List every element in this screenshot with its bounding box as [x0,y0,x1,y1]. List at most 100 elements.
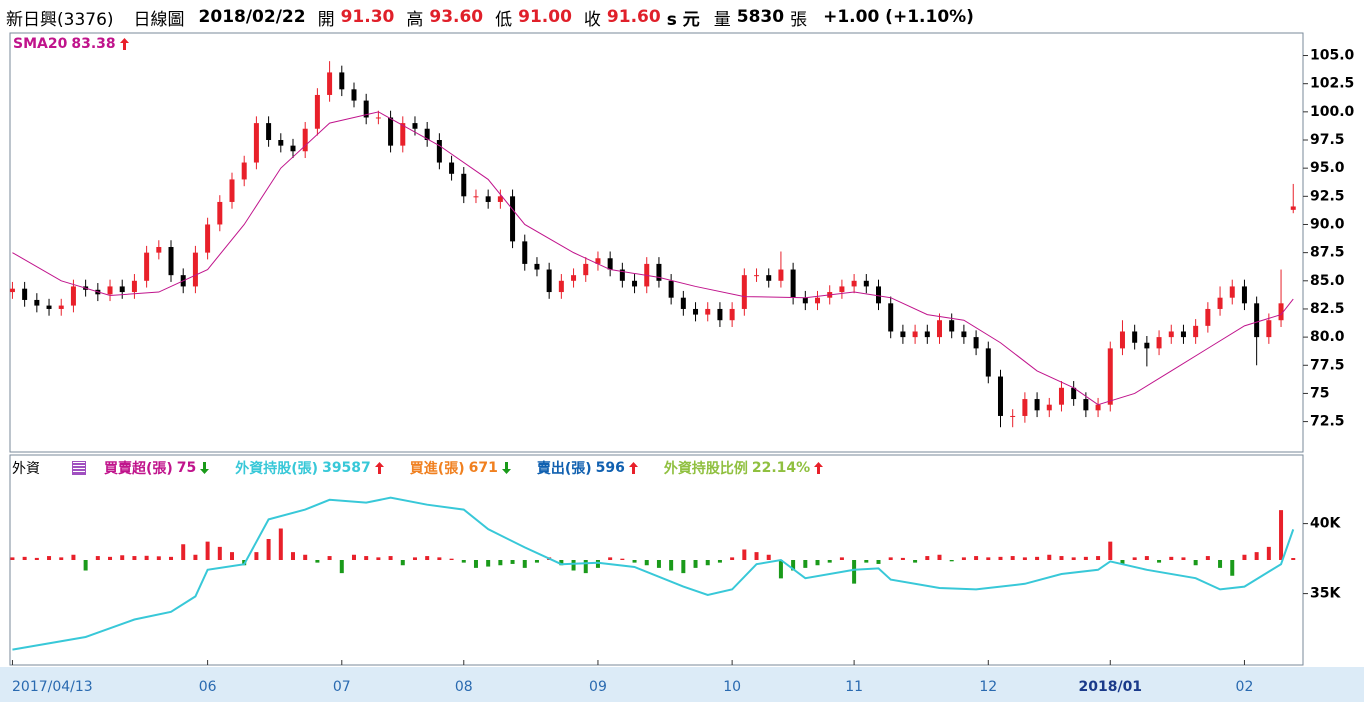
net-bar [1083,556,1088,560]
net-bar [1193,560,1198,566]
candle-body [754,275,760,277]
y-tick-label: 92.5 [1310,188,1345,204]
candle-body [802,297,808,304]
candle-body [510,196,516,242]
x-tick-label: 12 [979,679,997,695]
candle-body [619,269,625,281]
candle-body [22,288,28,300]
candle-body [888,303,894,332]
y-tick-label: 75 [1310,385,1329,401]
net-bar [656,560,661,568]
candle-body [680,297,686,309]
net-bar [266,539,271,560]
net-bar [193,554,198,560]
candle-body [973,337,979,349]
candle-body [485,196,491,202]
net-bar [986,557,991,560]
net-bar [827,560,832,563]
net-bar [144,555,149,560]
candle-body [924,331,930,338]
net-bar [1218,560,1223,568]
net-bar [1169,556,1174,560]
net-bar [1181,557,1186,560]
net-bar [815,560,820,566]
candle-body [363,100,369,118]
net-bar [303,554,308,560]
candle-body [1095,404,1101,411]
candle-body [1107,348,1113,405]
net-bar [486,560,491,567]
candle-body [961,331,967,338]
net-bar [559,560,564,566]
q-value: 91.60 [606,7,661,27]
candle-body [583,263,589,276]
legend-text: 596 [595,460,625,476]
candle-body [314,94,320,129]
candle-body [790,269,796,298]
legend-item: 外資持股比例 22.14% [664,458,824,478]
candle-body [1241,286,1247,304]
candle-body [339,72,345,90]
net-bar [949,560,954,562]
net-bar [498,560,503,566]
net-bar [730,557,735,560]
net-bar [412,557,417,560]
net-bar [1266,546,1271,560]
net-bar [900,557,905,560]
candle-body [607,258,613,270]
net-bar [1291,558,1296,560]
sma-line [12,111,1294,406]
price-panel [9,32,1304,453]
net-bar [339,560,344,574]
candle-body [985,348,991,377]
arrow-shape [374,462,384,474]
legend-text: 買進(張) [409,461,465,477]
candle-body [144,252,150,281]
trend-arrow [501,462,511,474]
trend-arrow [628,462,638,474]
legend-text: SMA20 [13,36,68,52]
legend-text: 75 [176,460,197,476]
q-label: 收 [583,9,601,30]
candle-body [717,308,723,321]
candle-body [1266,320,1272,338]
net-bar [83,560,88,571]
arrow-shape [119,38,129,50]
net-bar [888,557,893,560]
candle-body [1119,331,1125,349]
y2-tick-label: 40K [1310,516,1341,532]
candle-body [863,280,869,287]
net-bar [705,560,710,566]
net-bar [449,558,454,560]
net-bar [778,560,783,579]
net-bar [71,554,76,560]
candle-body [412,123,418,129]
legend-text: 買賣超(張) [104,461,173,477]
x-tick-label: 06 [199,679,217,695]
candle-body [253,123,259,163]
net-bar [437,557,442,560]
net-bar [169,556,174,560]
net-bar [120,555,125,560]
candle-body [1217,297,1223,309]
net-bar [22,556,27,560]
candle-body [1058,387,1064,405]
candle-body [70,286,76,306]
candle-body [388,117,394,146]
candle-body [1071,387,1077,400]
candle-body [1022,399,1028,416]
y-tick-label: 105.0 [1310,48,1355,64]
candle-body [522,241,528,264]
net-bar [1035,556,1040,560]
candle-body [192,252,198,287]
net-bar [156,556,161,560]
net-bar [864,560,869,563]
x-tick-label: 2017/04/13 [12,679,93,695]
candle-body [1144,342,1150,349]
legend-text: 外資持股(張) [235,461,319,477]
candle-body [936,320,942,338]
x-tick-label: 2018/01 [1078,679,1142,695]
candle-body [9,288,15,293]
